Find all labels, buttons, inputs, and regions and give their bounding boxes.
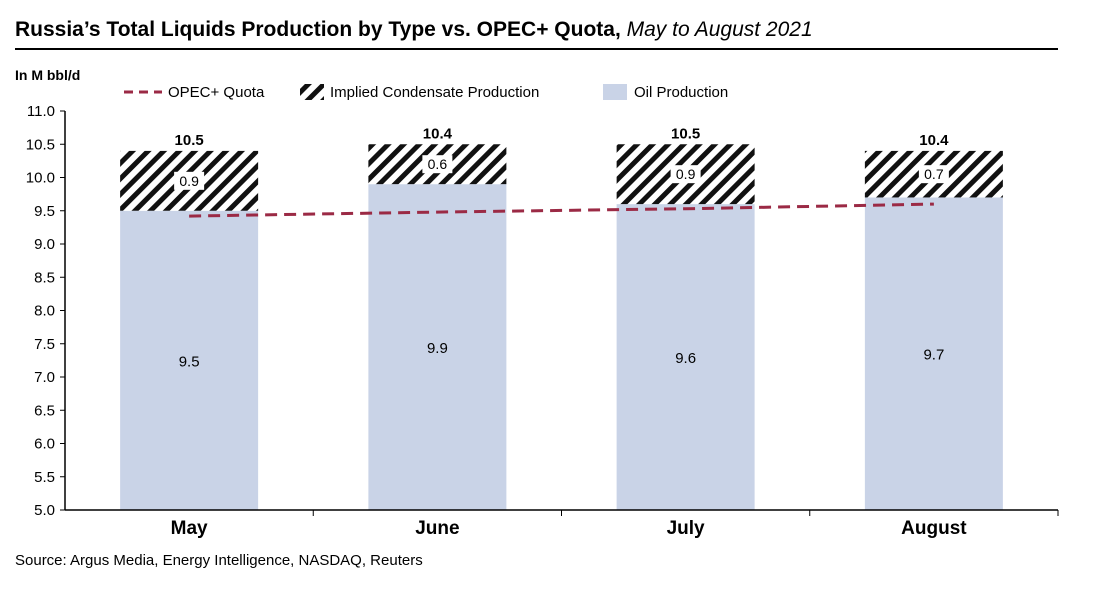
x-tick-label: May xyxy=(171,518,208,539)
legend-condensate-swatch xyxy=(300,84,324,100)
x-tick-label: August xyxy=(901,518,967,539)
condensate-label-box xyxy=(174,171,205,190)
oil-value-label: 9.5 xyxy=(179,353,200,370)
y-tick-label: 9.0 xyxy=(34,236,55,253)
oil-value-label: 9.6 xyxy=(675,350,696,367)
total-value-label: 10.4 xyxy=(423,125,453,142)
condensate-value-label: 0.9 xyxy=(676,166,696,182)
x-tick-label: July xyxy=(667,518,705,539)
y-tick-label: 10.5 xyxy=(26,136,55,153)
total-value-label: 10.5 xyxy=(175,132,204,149)
y-axis-label: In M bbl/d xyxy=(15,67,80,83)
oil-bar xyxy=(120,210,259,510)
condensate-label-box xyxy=(918,165,949,184)
legend-condensate-label: Implied Condensate Production xyxy=(330,84,539,101)
legend-oil-swatch xyxy=(603,84,627,100)
y-tick-label: 7.5 xyxy=(34,336,55,353)
oil-bar xyxy=(864,197,1003,510)
chart-title: Russia’s Total Liquids Production by Typ… xyxy=(15,18,813,42)
y-tick-label: 8.0 xyxy=(34,303,55,320)
legend-oil-label: Oil Production xyxy=(634,84,728,101)
quota-line xyxy=(189,202,934,218)
condensate-value-label: 0.7 xyxy=(924,166,944,182)
condensate-label-box xyxy=(670,165,701,184)
condensate-value-label: 0.9 xyxy=(179,173,199,189)
oil-value-label: 9.9 xyxy=(427,340,448,357)
y-tick-label: 7.0 xyxy=(34,369,55,386)
condensate-label-box xyxy=(422,155,453,174)
y-tick-label: 5.0 xyxy=(34,502,55,519)
total-value-label: 10.4 xyxy=(919,132,949,149)
condensate-value-label: 0.6 xyxy=(428,156,448,172)
oil-value-label: 9.7 xyxy=(923,347,944,364)
y-tick-label: 6.0 xyxy=(34,436,55,453)
total-value-label: 10.5 xyxy=(671,125,700,142)
title-divider xyxy=(15,48,1058,50)
source-note: Source: Argus Media, Energy Intelligence… xyxy=(15,552,423,569)
oil-bar xyxy=(368,184,507,510)
y-tick-label: 8.5 xyxy=(34,269,55,286)
chart-title-subtitle: May to August 2021 xyxy=(626,18,813,41)
chart-title-main: Russia’s Total Liquids Production by Typ… xyxy=(15,18,627,41)
oil-bar xyxy=(616,204,755,510)
y-tick-label: 5.5 xyxy=(34,469,55,486)
y-tick-label: 11.0 xyxy=(27,103,55,120)
y-tick-label: 9.5 xyxy=(34,203,55,220)
y-tick-label: 6.5 xyxy=(34,402,55,419)
y-tick-label: 10.0 xyxy=(26,170,55,187)
x-tick-label: June xyxy=(415,518,459,539)
legend-quota-label: OPEC+ Quota xyxy=(168,84,265,101)
